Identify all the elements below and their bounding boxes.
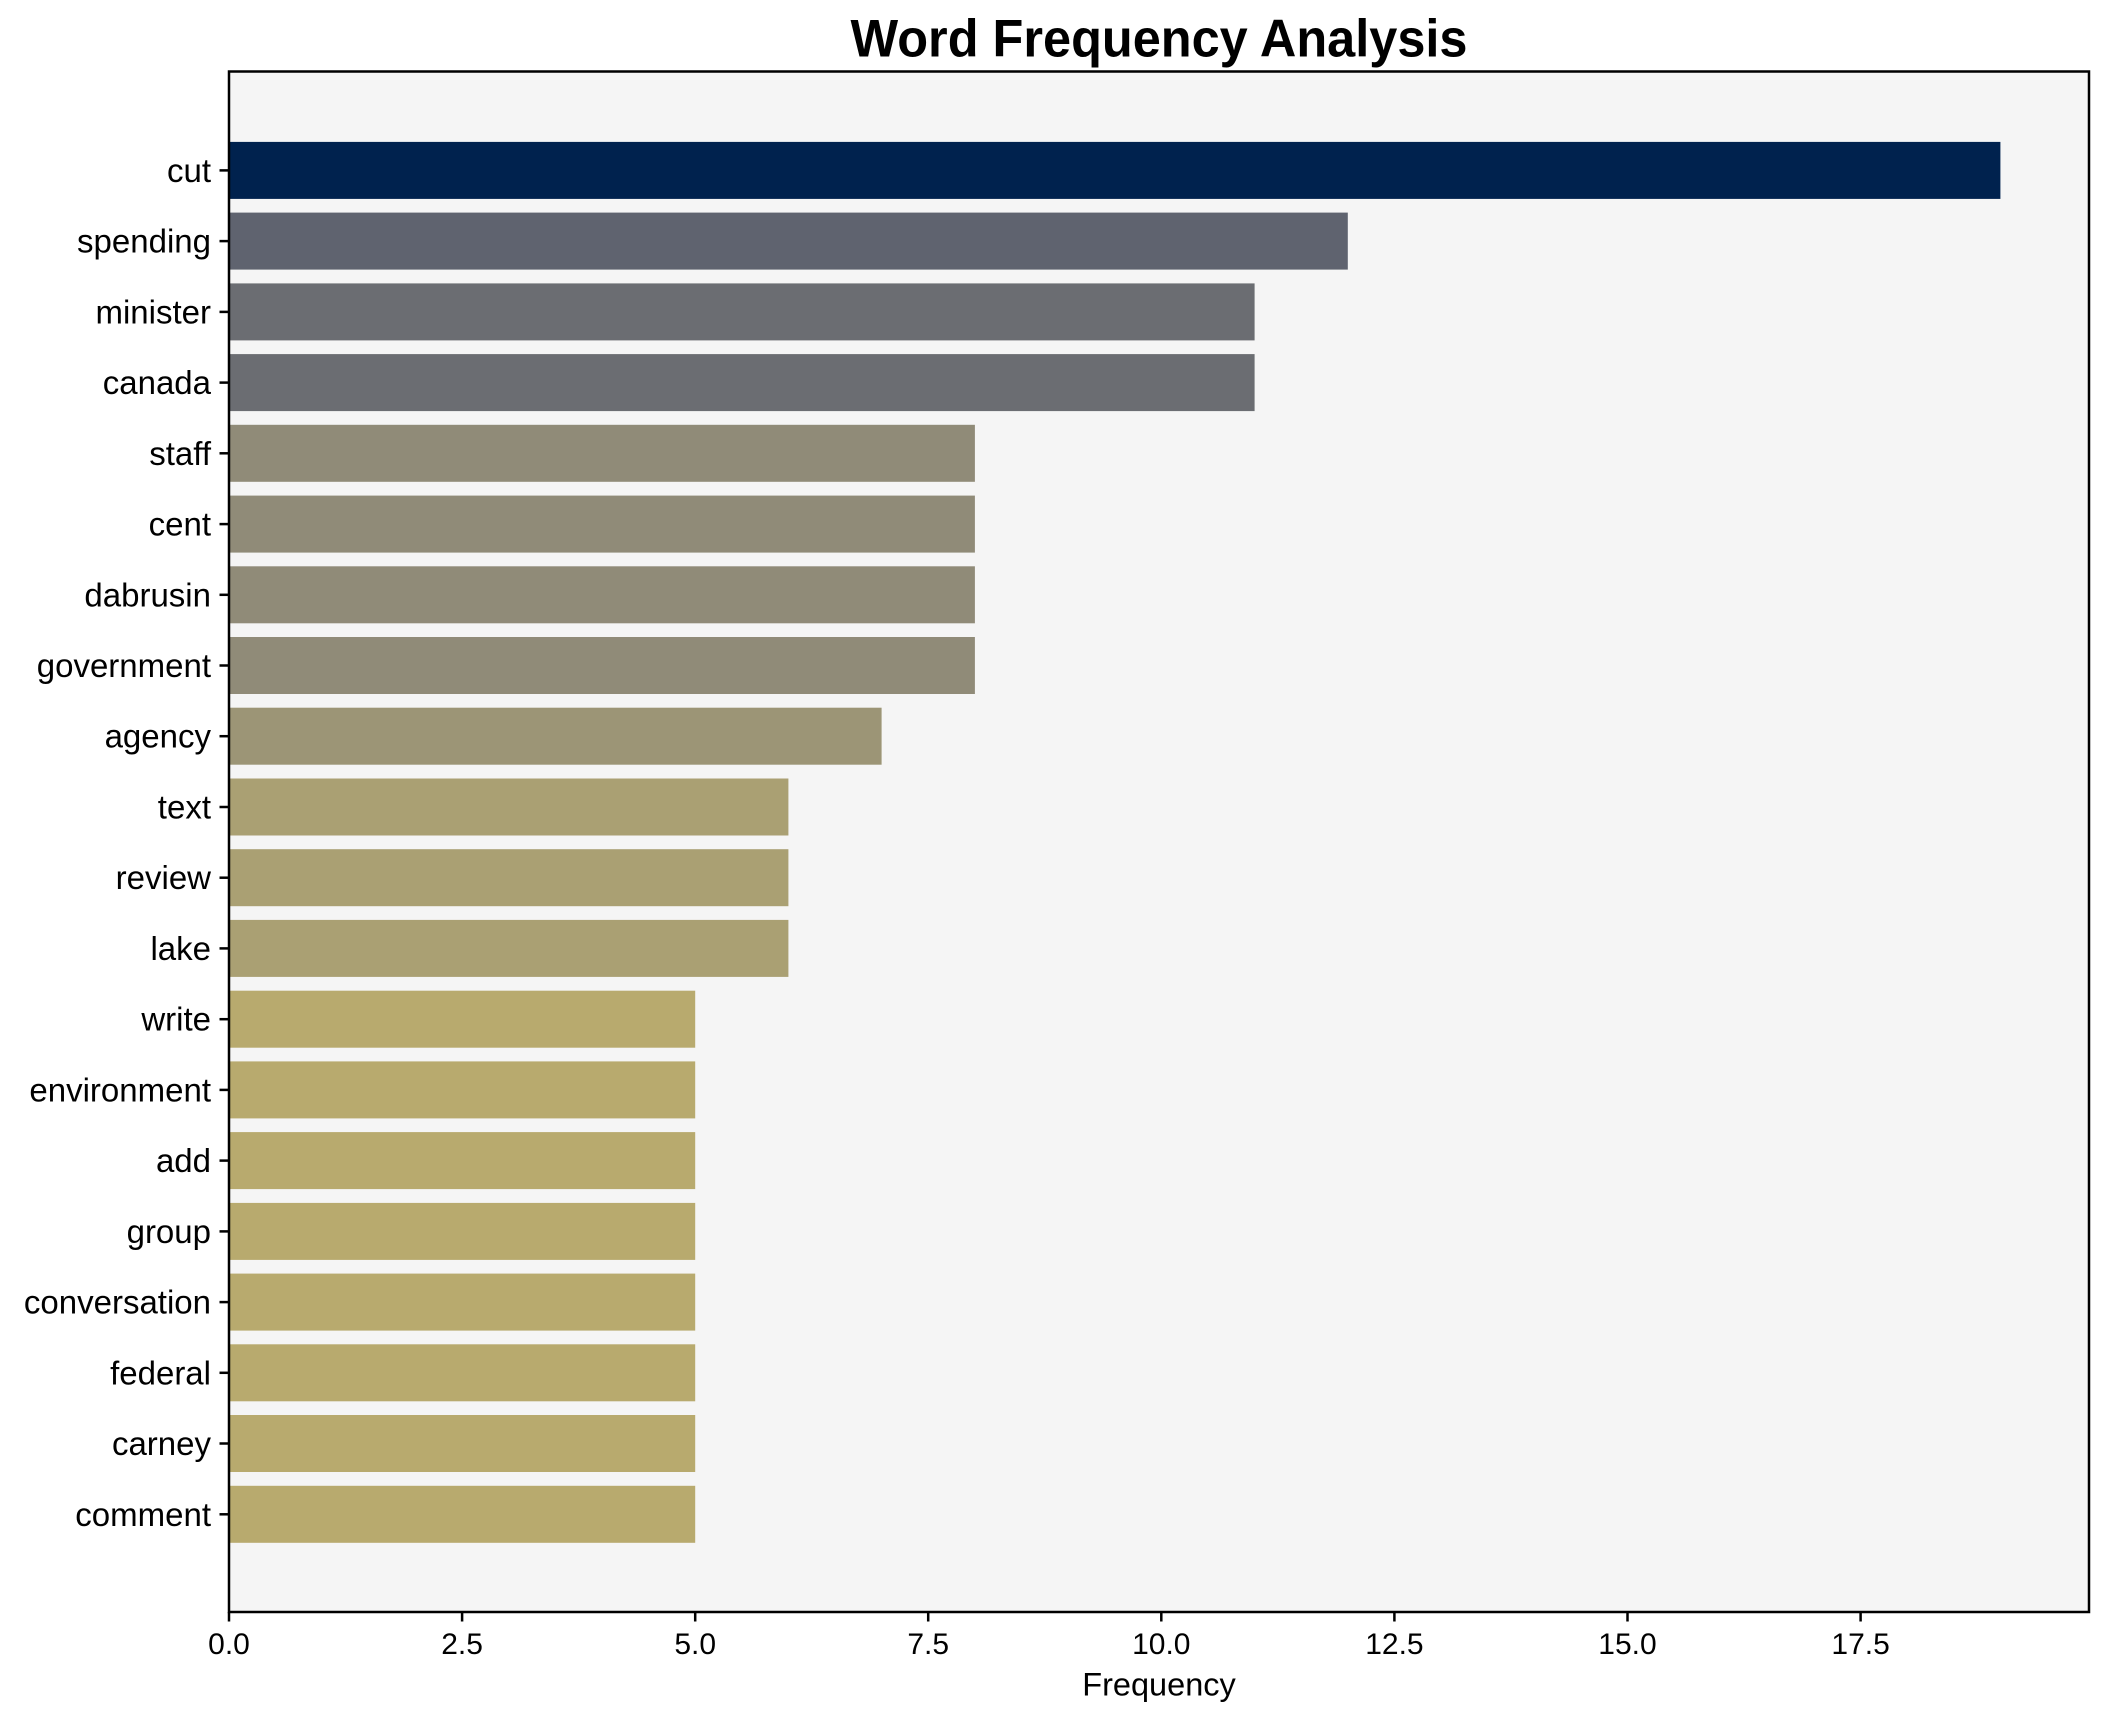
svg-text:Frequency: Frequency <box>1082 1667 1236 1703</box>
svg-text:7.5: 7.5 <box>907 1628 949 1661</box>
svg-text:0.0: 0.0 <box>208 1628 250 1661</box>
svg-text:federal: federal <box>110 1354 211 1391</box>
svg-text:10.0: 10.0 <box>1132 1628 1190 1661</box>
svg-text:17.5: 17.5 <box>1831 1628 1889 1661</box>
svg-text:lake: lake <box>150 930 211 967</box>
svg-text:canada: canada <box>103 364 212 401</box>
svg-text:staff: staff <box>149 435 212 472</box>
svg-text:conversation: conversation <box>24 1284 211 1321</box>
svg-text:government: government <box>37 647 211 684</box>
svg-text:group: group <box>127 1213 211 1250</box>
svg-text:cent: cent <box>149 506 211 543</box>
svg-text:agency: agency <box>105 718 212 755</box>
svg-text:5.0: 5.0 <box>674 1628 716 1661</box>
svg-text:2.5: 2.5 <box>441 1628 483 1661</box>
svg-text:spending: spending <box>77 223 211 260</box>
svg-text:15.0: 15.0 <box>1598 1628 1656 1661</box>
svg-text:environment: environment <box>29 1071 211 1108</box>
svg-text:write: write <box>140 1001 211 1038</box>
svg-text:cut: cut <box>167 152 211 189</box>
svg-text:text: text <box>158 789 211 826</box>
svg-text:Word Frequency Analysis: Word Frequency Analysis <box>851 10 1468 69</box>
svg-text:review: review <box>116 859 212 896</box>
svg-text:minister: minister <box>95 293 211 330</box>
svg-text:comment: comment <box>75 1496 211 1533</box>
svg-text:carney: carney <box>112 1425 212 1462</box>
svg-text:add: add <box>156 1142 211 1179</box>
svg-text:dabrusin: dabrusin <box>84 576 211 613</box>
svg-text:12.5: 12.5 <box>1365 1628 1423 1661</box>
